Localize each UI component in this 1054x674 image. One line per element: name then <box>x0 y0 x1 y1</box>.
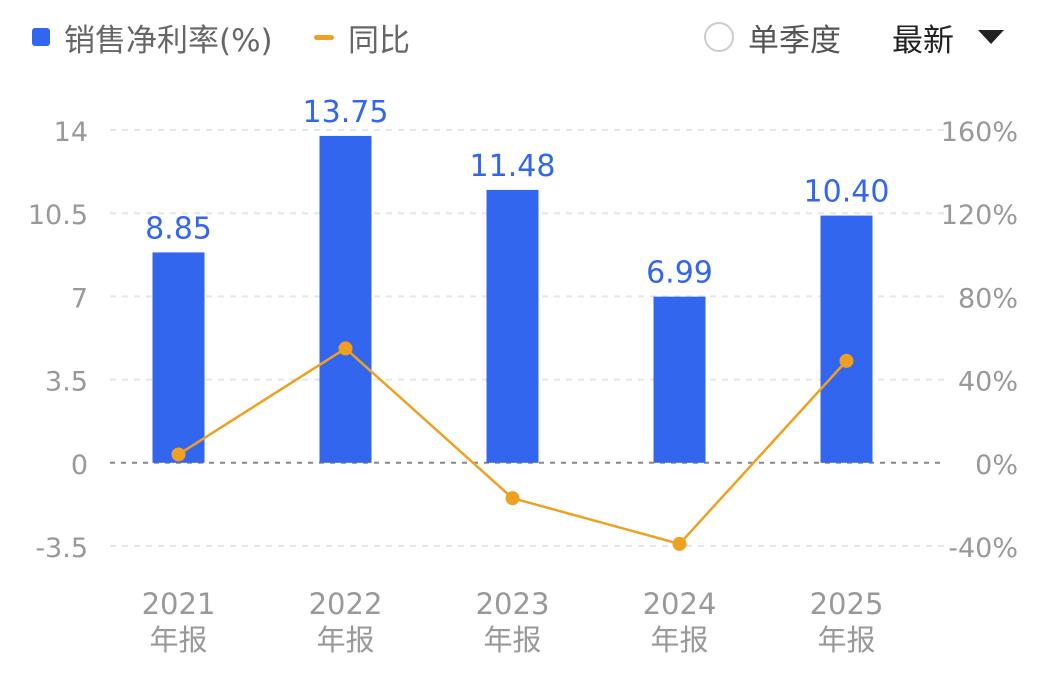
x-tick-label-period: 年报 <box>316 623 374 657</box>
legend-square-icon <box>32 28 50 46</box>
bar-value-label: 13.75 <box>303 95 389 130</box>
y-left-tick-label: 3.5 <box>45 367 88 398</box>
x-tick-label-period: 年报 <box>483 623 541 657</box>
legend-item-net-margin: 销售净利率(%) <box>32 14 273 60</box>
x-tick-label-year: 2023 <box>476 587 550 621</box>
y-right-tick-label: -40% <box>948 533 1018 564</box>
yoy-point <box>338 341 353 356</box>
yoy-point <box>672 536 687 551</box>
bar <box>319 135 372 463</box>
bar <box>653 296 706 463</box>
radio-icon[interactable] <box>704 22 734 52</box>
yoy-point <box>505 491 520 506</box>
x-tick-label-year: 2024 <box>643 587 717 621</box>
period-dropdown-label: 最新 <box>892 22 954 59</box>
y-left-tick-label: 0 <box>71 450 88 481</box>
y-left-tick-label: 14 <box>54 117 88 148</box>
yoy-point <box>839 353 854 368</box>
chart-header: 销售净利率(%) 同比 单季度 最新 <box>0 0 1054 80</box>
bar-value-label: 6.99 <box>646 256 713 291</box>
y-right-tick-label: 0% <box>975 450 1018 481</box>
bar <box>152 252 205 463</box>
legend-item-yoy: 同比 <box>314 14 410 60</box>
bar <box>820 215 873 463</box>
legend-label-yoy: 同比 <box>348 22 410 59</box>
legend-label-net-margin: 销售净利率(%) <box>64 22 273 59</box>
y-left-tick-label: -3.5 <box>35 533 88 564</box>
yoy-point <box>171 447 186 462</box>
single-quarter-toggle[interactable]: 单季度 <box>704 14 841 60</box>
period-dropdown[interactable]: 最新 <box>892 14 1004 60</box>
caret-down-icon <box>978 30 1004 44</box>
single-quarter-label: 单季度 <box>748 22 841 59</box>
y-left-tick-label: 10.5 <box>28 200 88 231</box>
bar-value-label: 10.40 <box>804 175 890 210</box>
y-right-tick-label: 80% <box>958 283 1018 314</box>
y-left-tick-label: 7 <box>71 283 88 314</box>
legend-dash-icon <box>314 34 334 40</box>
x-tick-label-year: 2025 <box>810 587 884 621</box>
x-tick-label-year: 2021 <box>142 587 216 621</box>
bar <box>486 189 539 463</box>
x-tick-label-period: 年报 <box>149 623 207 657</box>
x-tick-label-period: 年报 <box>650 623 708 657</box>
x-tick-label-year: 2022 <box>309 587 383 621</box>
x-tick-label-period: 年报 <box>817 623 875 657</box>
y-right-tick-label: 160% <box>941 117 1018 148</box>
y-right-tick-label: 40% <box>958 367 1018 398</box>
bar-value-label: 8.85 <box>145 211 212 246</box>
bar-value-label: 11.48 <box>470 149 556 184</box>
y-right-tick-label: 120% <box>941 200 1018 231</box>
